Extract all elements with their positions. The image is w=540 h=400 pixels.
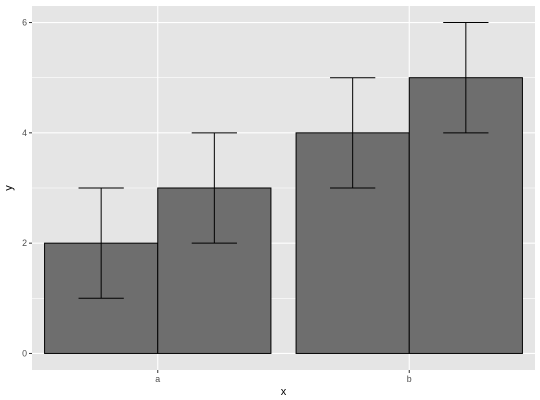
- y-tick-label: 4: [22, 128, 27, 138]
- y-axis-title: y: [3, 185, 15, 191]
- x-axis-title: x: [281, 386, 287, 398]
- y-tick-label: 0: [22, 348, 27, 358]
- y-axis: 0 2 4 6: [22, 18, 32, 358]
- x-tick-label: a: [155, 374, 160, 384]
- y-tick-label: 6: [22, 18, 27, 28]
- x-tick-label: b: [407, 374, 412, 384]
- y-tick-label: 2: [22, 238, 27, 248]
- error-bars: [78, 22, 489, 299]
